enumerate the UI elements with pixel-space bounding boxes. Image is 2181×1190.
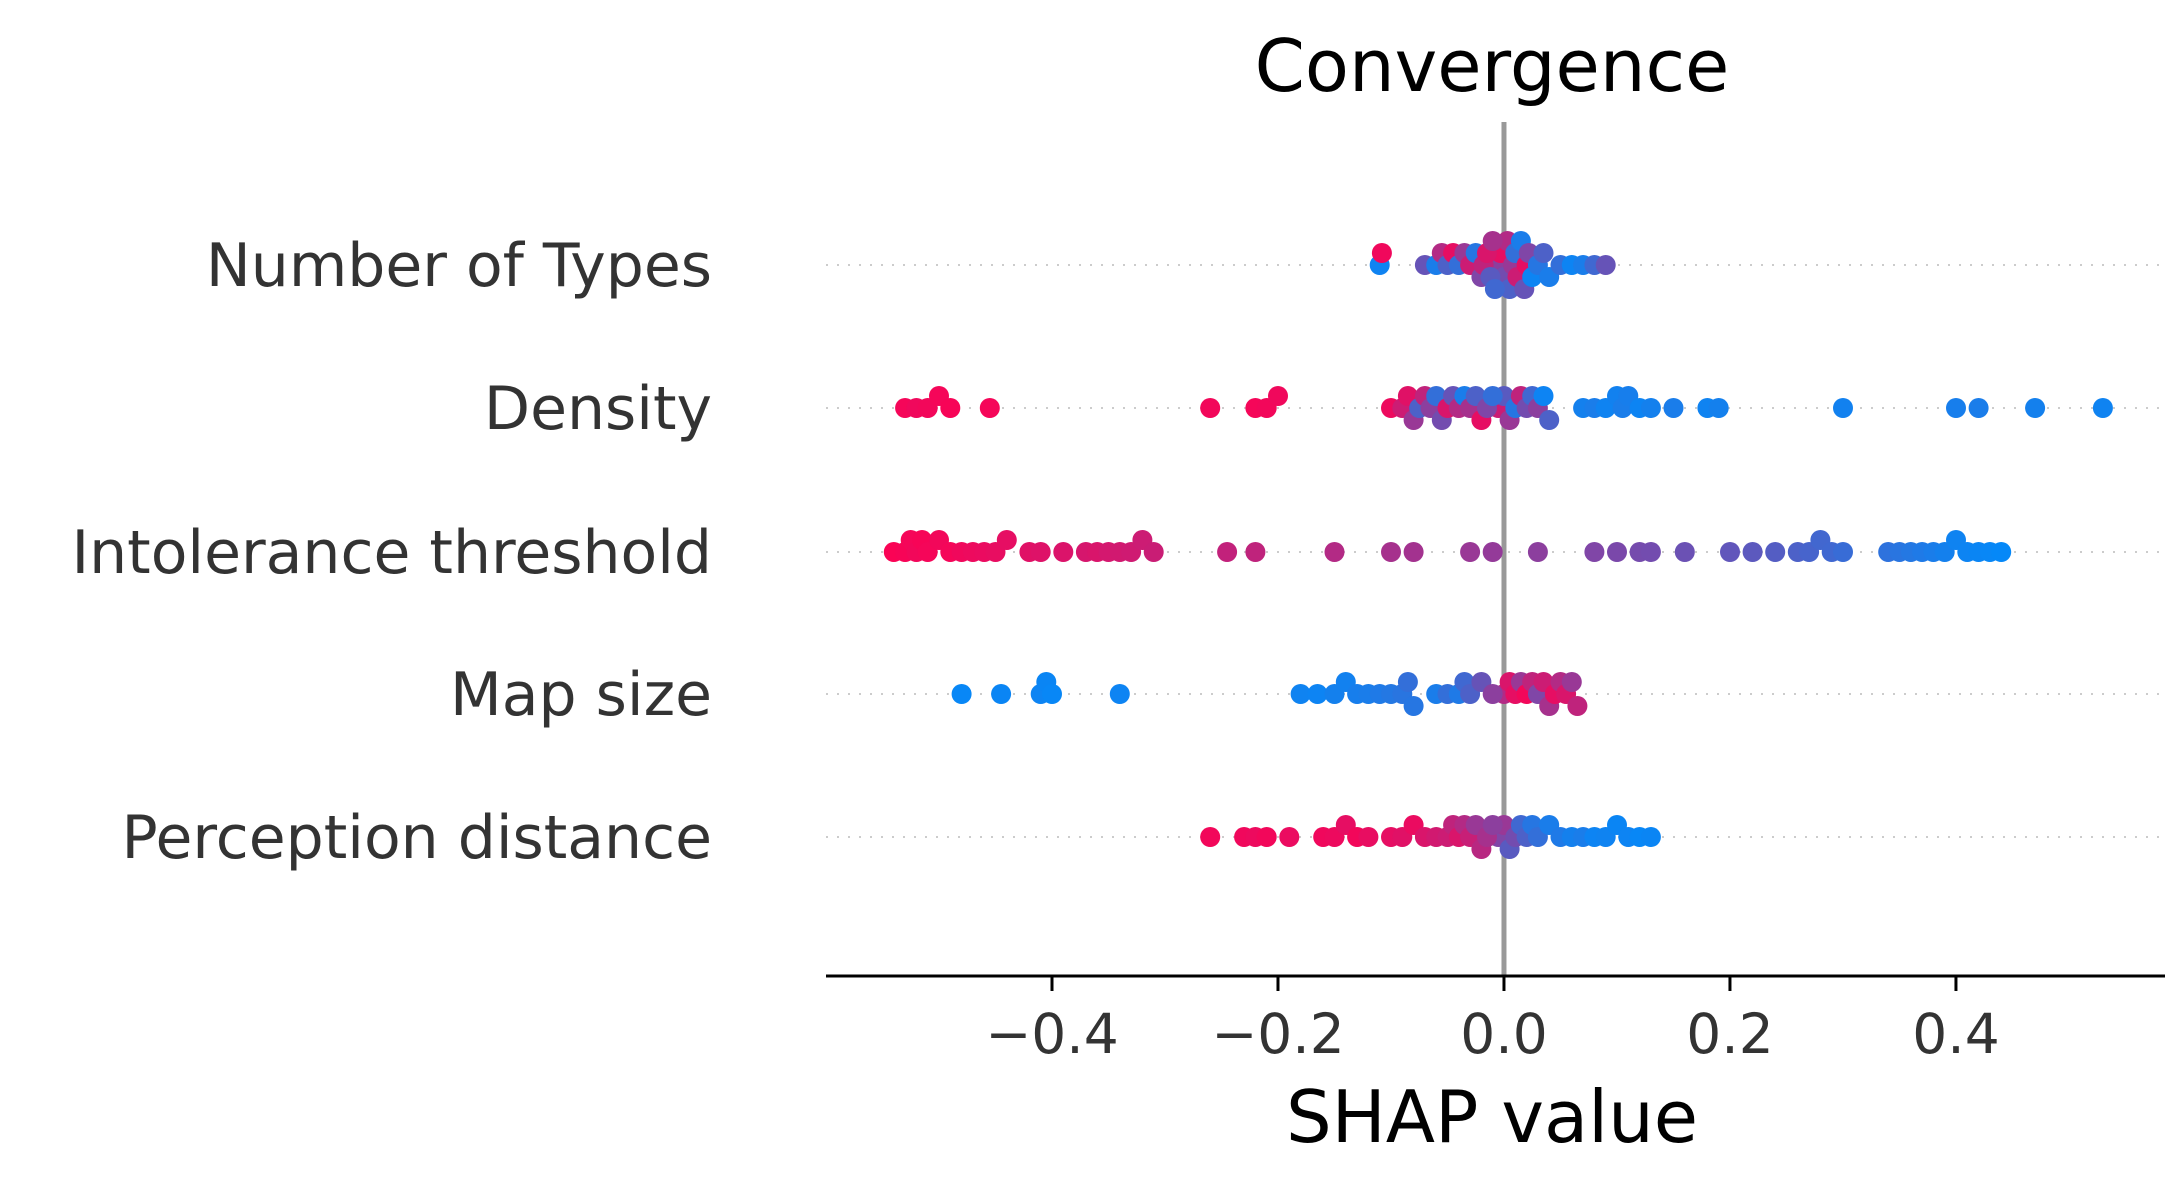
- shap-point: [1833, 398, 1853, 418]
- feature-label: Intolerance threshold: [71, 518, 712, 588]
- shap-point: [1567, 696, 1588, 716]
- shap-point: [1482, 542, 1503, 562]
- shap-point: [1200, 827, 1221, 847]
- shap-point: [1200, 398, 1221, 418]
- shap-point: [1143, 542, 1164, 562]
- shap-point: [1053, 542, 1074, 562]
- shap-point: [979, 398, 1000, 418]
- x-tick-label: 0.2: [1686, 1002, 1773, 1066]
- shap-point: [1720, 542, 1740, 562]
- shap-point: [991, 684, 1012, 704]
- shap-point: [1765, 542, 1786, 562]
- shap-point: [951, 684, 972, 704]
- shap-point: [1217, 542, 1238, 562]
- shap-point: [1833, 542, 1853, 562]
- shap-point: [1482, 386, 1503, 406]
- x-tick-label: −0.2: [1211, 1002, 1345, 1066]
- shap-point: [1403, 696, 1424, 716]
- shap-point: [1268, 386, 1288, 406]
- shap-point: [1663, 398, 1684, 418]
- shap-point: [1640, 542, 1661, 562]
- shap-point: [1307, 684, 1328, 704]
- shap-point: [1324, 542, 1345, 562]
- shap-point: [1460, 542, 1481, 562]
- x-axis-ticks: −0.4 −0.2 0.0 0.2 0.4: [985, 976, 2000, 1066]
- x-axis-label: SHAP value: [1286, 1075, 1698, 1159]
- shap-point: [1708, 398, 1729, 418]
- feature-label: Number of Types: [206, 231, 712, 301]
- shap-point: [1482, 815, 1503, 835]
- shap-point: [1640, 398, 1661, 418]
- shap-point: [940, 398, 961, 418]
- shap-point: [1595, 255, 1616, 275]
- shap-point: [1991, 542, 2012, 562]
- shap-point: [2092, 398, 2113, 418]
- points-layer: [883, 231, 2113, 859]
- shap-point: [1584, 542, 1605, 562]
- shap-point: [1482, 684, 1503, 704]
- shap-point: [1403, 542, 1424, 562]
- feature-labels: Number of Types Density Intolerance thresh…: [71, 231, 712, 873]
- feature-label: Perception distance: [121, 803, 712, 873]
- shap-point: [1640, 827, 1661, 847]
- feature-label: Map size: [450, 660, 712, 730]
- shap-point: [1946, 398, 1966, 418]
- shap-point: [1607, 542, 1627, 562]
- shap-point: [1256, 827, 1277, 847]
- shap-point: [1397, 672, 1418, 692]
- shap-point: [1674, 542, 1695, 562]
- shap-point: [1371, 243, 1392, 263]
- shap-point: [1539, 410, 1560, 430]
- shap-point: [1279, 827, 1300, 847]
- shap-point: [1381, 542, 1401, 562]
- shap-point: [2025, 398, 2046, 418]
- shap-point: [1042, 684, 1062, 704]
- shap-point: [996, 530, 1017, 550]
- x-tick-label: 0.0: [1460, 1002, 1547, 1066]
- x-tick-label: 0.4: [1912, 1002, 1999, 1066]
- shap-point: [1533, 243, 1554, 263]
- shap-point: [1482, 231, 1503, 251]
- shap-point: [1030, 542, 1051, 562]
- shap-point: [1290, 684, 1311, 704]
- shap-point: [1245, 542, 1266, 562]
- shap-point: [1533, 386, 1554, 406]
- chart-title: Convergence: [1255, 24, 1730, 108]
- shap-point: [1484, 279, 1505, 299]
- shap-point: [1968, 398, 1989, 418]
- feature-label: Density: [484, 374, 712, 444]
- shap-point: [1527, 542, 1548, 562]
- x-tick-label: −0.4: [985, 1002, 1119, 1066]
- shap-point: [1109, 684, 1130, 704]
- shap-point: [1358, 827, 1379, 847]
- shap-point: [1561, 672, 1582, 692]
- shap-point: [1742, 542, 1763, 562]
